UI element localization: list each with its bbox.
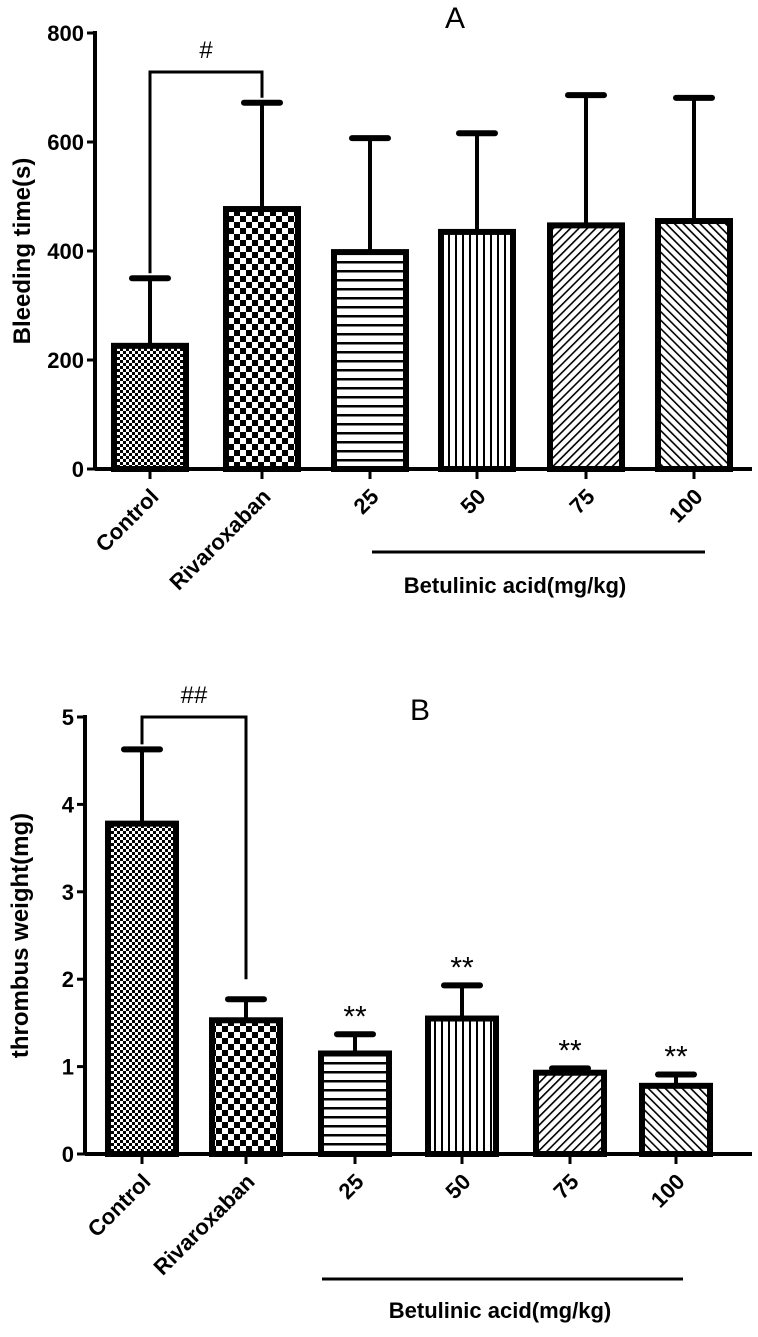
y-tick-label: 600	[47, 130, 84, 155]
y-tick-label: 1	[62, 1055, 74, 1080]
bar-25	[318, 1050, 392, 1157]
bar-75	[547, 222, 625, 472]
bar-100	[655, 218, 733, 472]
significance-stars: **	[450, 951, 474, 984]
chart-a-bleeding-time: A Bleeding time(s) Control Rivaroxaban 25 50 7…	[9, 2, 752, 598]
y-tick-label: 3	[62, 880, 74, 905]
x-tick-label: Rivaroxaban	[164, 484, 275, 595]
x-tick-label: 25	[349, 484, 384, 519]
x-tick-label: Rivaroxaban	[148, 1169, 259, 1280]
y-tick-label: 200	[47, 348, 84, 373]
x-tick-label: 75	[549, 1169, 584, 1204]
y-tick-label: 4	[62, 792, 75, 817]
significance-stars: **	[343, 1000, 367, 1033]
y-tick-label: 2	[62, 967, 74, 992]
bar-50	[425, 1015, 499, 1158]
significance-stars: **	[664, 1040, 688, 1073]
y-tick-label: 5	[62, 705, 74, 730]
x-tick-label: 50	[441, 1169, 476, 1204]
y-axis-label: thrombus weight(mg)	[7, 813, 34, 1058]
bar-rivaroxaban	[209, 1017, 283, 1158]
bar-100	[639, 1082, 713, 1157]
x-tick-label: 50	[456, 484, 491, 519]
bar-control	[105, 820, 179, 1157]
significance-stars: **	[558, 1034, 582, 1067]
y-tick-label: 0	[62, 1142, 74, 1167]
group-label: Betulinic acid(mg/kg)	[404, 573, 626, 598]
y-tick-label: 400	[47, 239, 84, 264]
significance-marker: ##	[181, 682, 208, 709]
bar-rivaroxaban	[223, 206, 301, 472]
x-tick-label: 75	[565, 484, 600, 519]
bar-50	[438, 228, 516, 472]
chart-title: A	[445, 2, 465, 35]
significance-bracket	[148, 70, 264, 274]
x-tick-label: 100	[646, 1169, 690, 1213]
bar-control	[111, 342, 189, 472]
x-tick-label: 25	[334, 1169, 369, 1204]
x-tick-label: Control	[91, 484, 164, 557]
x-tick-label: Control	[83, 1169, 156, 1242]
bar-75	[533, 1069, 607, 1158]
group-label: Betulinic acid(mg/kg)	[389, 1298, 611, 1323]
significance-marker: #	[199, 37, 213, 64]
y-tick-label: 0	[72, 457, 84, 482]
y-axis-label: Bleeding time(s)	[9, 158, 36, 345]
y-tick-label: 800	[47, 21, 84, 46]
significance-bracket	[140, 715, 248, 980]
bar-25	[331, 249, 409, 472]
chart-title: B	[410, 694, 430, 727]
x-tick-label: 100	[664, 484, 708, 528]
